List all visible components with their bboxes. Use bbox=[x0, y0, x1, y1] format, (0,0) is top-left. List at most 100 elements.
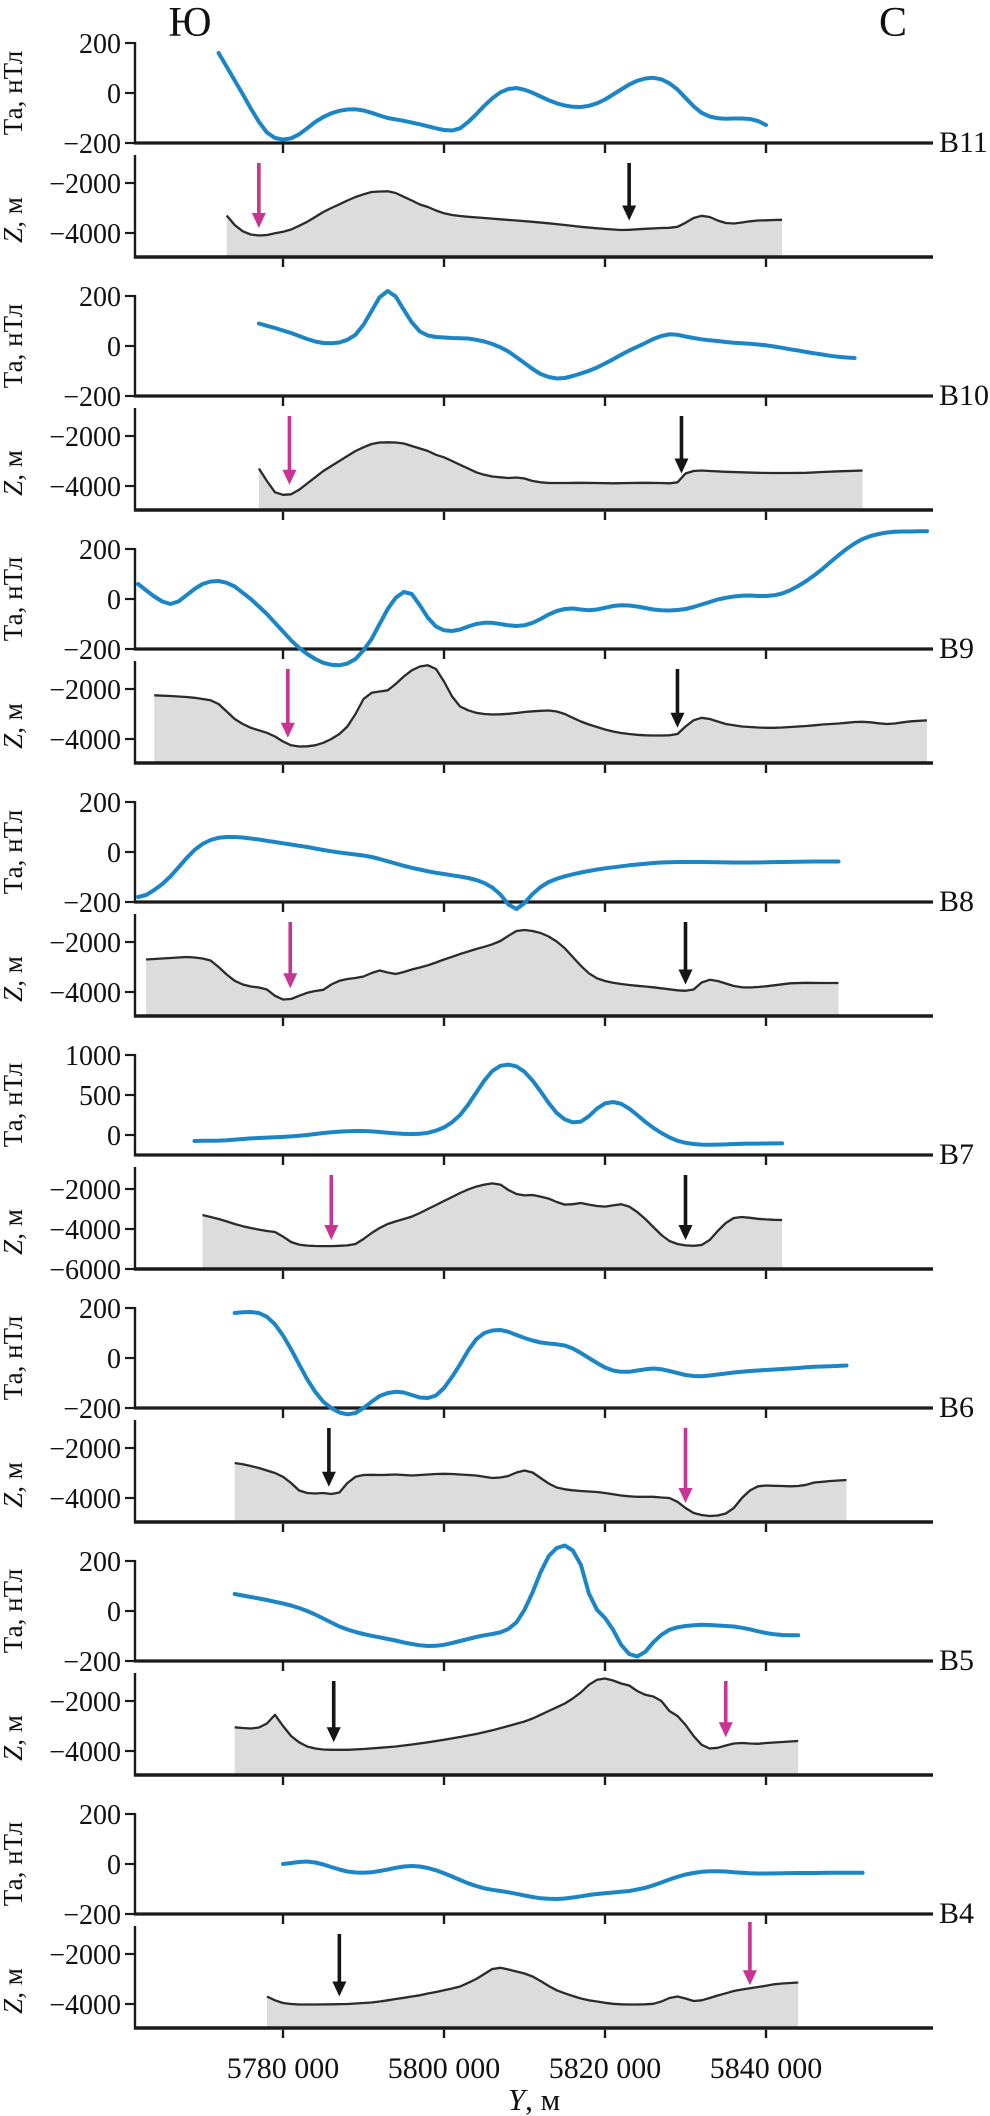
depth-axis-var: Z bbox=[0, 480, 28, 496]
arrow-head bbox=[674, 458, 689, 474]
arrow-head bbox=[282, 469, 297, 485]
depth-axis-title: Z, м bbox=[0, 703, 28, 749]
x-axis-title: Y, м bbox=[508, 2082, 560, 2116]
profile-В5: 200 0 −200 В5 Та, нТл −2000 −4000 Z, м bbox=[0, 1543, 974, 1785]
marker-arrow-magenta bbox=[324, 1175, 339, 1240]
profile-label: В4 bbox=[939, 1897, 974, 1930]
marker-arrow-magenta bbox=[678, 1428, 693, 1503]
profile-В8: 200 0 −200 В8 Та, нТл −2000 −4000 Z, м bbox=[0, 788, 974, 1026]
y-tick-label: −4000 bbox=[49, 1737, 121, 1768]
seafloor-fill bbox=[226, 191, 783, 257]
marker-arrow-magenta bbox=[282, 416, 297, 485]
seafloor-fill bbox=[154, 665, 927, 763]
y-tick-label: 200 bbox=[79, 282, 121, 313]
arrow-head bbox=[718, 1722, 733, 1738]
y-tick-label: −4000 bbox=[49, 1215, 121, 1246]
bathymetry-panel: −2000 −4000 Z, м bbox=[0, 1420, 933, 1532]
magnetic-curve bbox=[136, 835, 841, 911]
y-tick-label: 0 bbox=[107, 1597, 121, 1628]
magnetic-panel: 200 0 −200 В4 Та, нТл bbox=[0, 1800, 974, 1931]
y-tick-label: 0 bbox=[107, 79, 121, 110]
y-tick-label: −200 bbox=[63, 635, 121, 666]
y-tick-label: 0 bbox=[107, 1121, 121, 1152]
seafloor-line bbox=[266, 1966, 799, 2006]
y-tick-label: 0 bbox=[107, 332, 121, 363]
y-tick-label: 0 bbox=[107, 838, 121, 869]
y-tick-label: −4000 bbox=[49, 219, 121, 250]
magnetic-curve bbox=[192, 1062, 785, 1147]
arrow-head bbox=[678, 969, 693, 985]
marker-arrow-black bbox=[321, 1428, 336, 1487]
y-tick-label: 0 bbox=[107, 1344, 121, 1375]
y-tick-label: −4000 bbox=[49, 472, 121, 503]
x-axis-var: Y bbox=[508, 2082, 528, 2116]
seafloor-line bbox=[202, 1182, 783, 1248]
profile-В7: 1000 500 0 В7 Та, нТл −2000 −4000 −6000 Z, м bbox=[0, 1041, 974, 1286]
seafloor-fill bbox=[234, 1678, 799, 1775]
bathymetry-panel: −2000 −4000 Z, м bbox=[0, 1922, 933, 2038]
y-tick-label: −2000 bbox=[49, 1940, 121, 1971]
y-tick-label: 200 bbox=[79, 535, 121, 566]
arrow-head bbox=[742, 1970, 757, 1986]
seafloor-line bbox=[234, 1461, 847, 1518]
magnetic-axis-title: Та, нТл bbox=[0, 1822, 28, 1906]
magnetic-curve bbox=[232, 1310, 849, 1417]
arrow-head bbox=[622, 205, 637, 221]
marker-arrow-black bbox=[670, 669, 685, 728]
y-tick-label: −2000 bbox=[49, 169, 121, 200]
magnetic-axis-title: Та, нТл bbox=[0, 1569, 28, 1653]
x-tick-label: 5840 000 bbox=[710, 2052, 823, 2085]
profile-В9: 200 0 −200 В9 Та, нТл −2000 −4000 Z, м bbox=[0, 529, 974, 773]
magnetic-axis-title: Та, нТл bbox=[0, 1316, 28, 1400]
depth-axis-title: Z, м bbox=[0, 1715, 28, 1761]
bathymetry-panel: −2000 −4000 Z, м bbox=[0, 914, 933, 1026]
magnetic-curve bbox=[256, 289, 857, 381]
seafloor-line bbox=[234, 1677, 799, 1751]
seafloor-fill bbox=[146, 930, 839, 1016]
profile-label: В5 bbox=[939, 1644, 974, 1677]
seafloor-line bbox=[146, 928, 839, 1001]
depth-axis-title: Z, м bbox=[0, 1462, 28, 1508]
profile-В11: 200 0 −200 В11 Та, нТл −2000 −4000 Z, м bbox=[0, 29, 988, 267]
depth-axis-unit: , м bbox=[0, 1209, 28, 1240]
profile-label: В10 bbox=[939, 379, 989, 412]
arrow-head bbox=[678, 1488, 693, 1503]
y-tick-label: 200 bbox=[79, 1800, 121, 1831]
arrow-head bbox=[678, 1225, 693, 1240]
seafloor-fill bbox=[266, 1967, 799, 2028]
arrow-head bbox=[283, 973, 298, 989]
magnetic-panel: 200 0 −200 В10 Та, нТл bbox=[0, 282, 989, 413]
magnetic-curve bbox=[216, 51, 768, 142]
y-tick-label: 200 bbox=[79, 788, 121, 819]
arrow-head bbox=[280, 722, 295, 738]
profile-В6: 200 0 −200 В6 Та, нТл −2000 −4000 Z, м bbox=[0, 1294, 974, 1532]
bathymetry-panel: −2000 −4000 Z, м bbox=[0, 1673, 933, 1785]
magnetic-panel: 200 0 −200 В5 Та, нТл bbox=[0, 1543, 974, 1678]
arrow-head bbox=[251, 213, 266, 228]
bathymetry-panel: −2000 −4000 −6000 Z, м bbox=[0, 1167, 933, 1286]
bathymetry-panel: −2000 −4000 Z, м bbox=[0, 155, 933, 267]
y-tick-label: −2000 bbox=[49, 928, 121, 959]
y-tick-label: −200 bbox=[63, 382, 121, 413]
marker-arrow-magenta bbox=[718, 1681, 733, 1738]
magnetic-curve bbox=[281, 1859, 865, 1901]
depth-axis-var: Z bbox=[0, 1745, 28, 1761]
magnetic-panel: 200 0 −200 В8 Та, нТл bbox=[0, 788, 974, 919]
y-tick-label: −2000 bbox=[49, 675, 121, 706]
profile-label: В6 bbox=[939, 1391, 974, 1424]
magnetic-axis-title: Та, нТл bbox=[0, 304, 28, 388]
x-axis-labels: 5780 000 5800 000 5820 000 5840 000 Y, м bbox=[227, 2052, 823, 2116]
arrow-head bbox=[326, 1727, 341, 1743]
marker-arrow-magenta bbox=[742, 1922, 757, 1986]
magnetic-panel: 200 0 −200 В11 Та, нТл bbox=[0, 29, 988, 160]
depth-axis-var: Z bbox=[0, 1492, 28, 1508]
arrow-head bbox=[332, 1981, 347, 1997]
marker-arrow-black bbox=[678, 1175, 693, 1240]
depth-axis-unit: , м bbox=[0, 703, 28, 734]
depth-axis-title: Z, м bbox=[0, 1209, 28, 1255]
seafloor-line bbox=[257, 441, 863, 496]
y-tick-label: −200 bbox=[63, 1900, 121, 1931]
profile-label: В11 bbox=[939, 126, 988, 159]
magnetic-panel: 200 0 −200 В6 Та, нТл bbox=[0, 1294, 974, 1425]
